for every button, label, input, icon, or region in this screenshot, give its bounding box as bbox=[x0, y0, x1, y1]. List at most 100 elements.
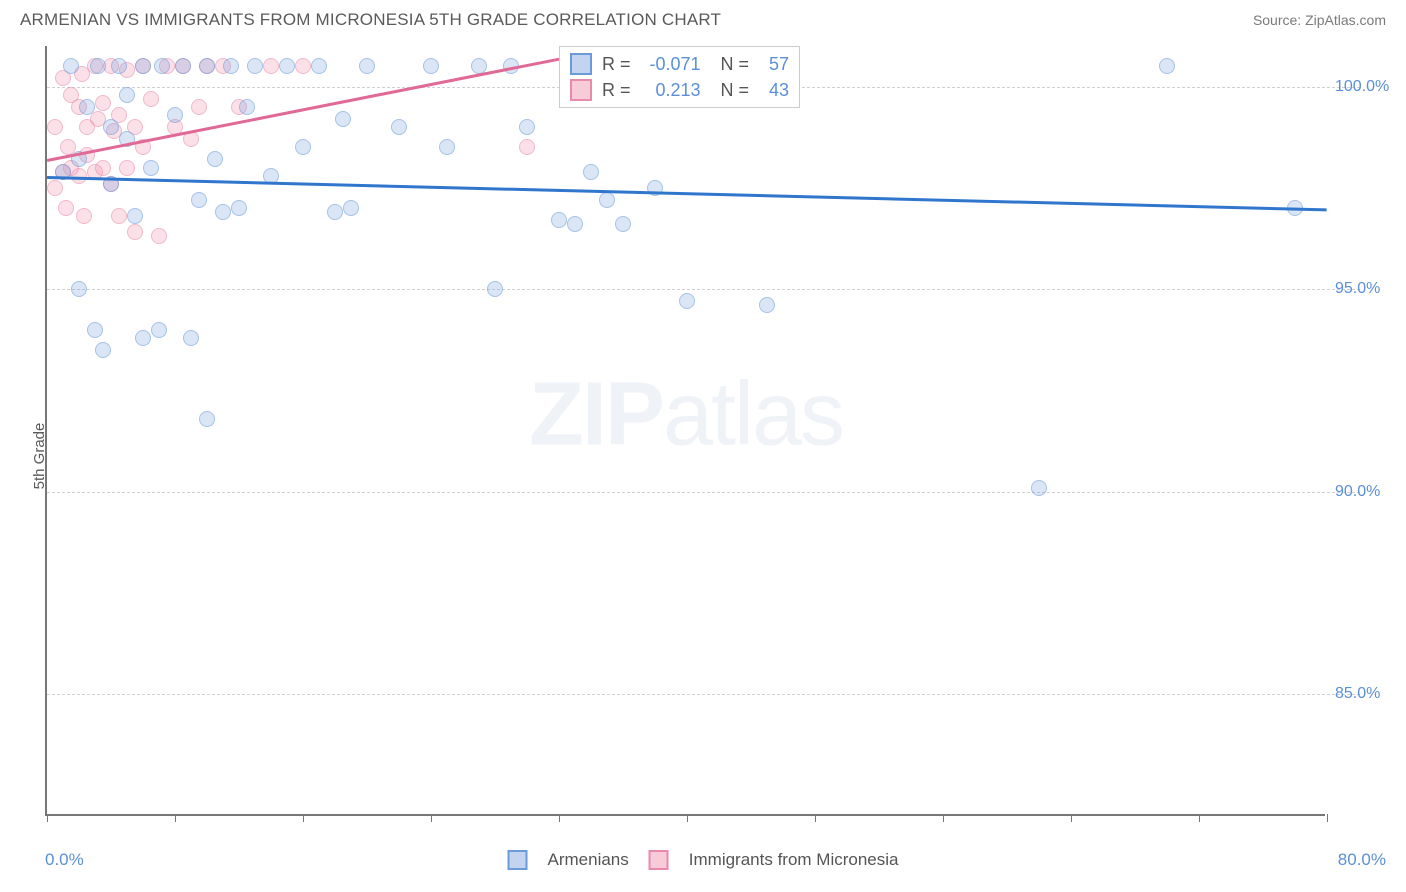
source-label: Source: ZipAtlas.com bbox=[1253, 12, 1386, 28]
data-point bbox=[231, 200, 247, 216]
y-tick-label: 90.0% bbox=[1335, 483, 1405, 501]
gridline bbox=[47, 694, 1360, 695]
y-tick-label: 85.0% bbox=[1335, 685, 1405, 703]
x-tick bbox=[1327, 814, 1328, 822]
data-point bbox=[167, 107, 183, 123]
data-point bbox=[519, 139, 535, 155]
n-label: N = bbox=[711, 80, 750, 101]
data-point bbox=[154, 58, 170, 74]
x-tick bbox=[943, 814, 944, 822]
data-point bbox=[1031, 480, 1047, 496]
x-tick bbox=[47, 814, 48, 822]
x-tick bbox=[815, 814, 816, 822]
n-label: N = bbox=[711, 54, 750, 75]
data-point bbox=[71, 281, 87, 297]
chart-container: 5th Grade ZIPatlas 85.0%90.0%95.0%100.0%… bbox=[0, 36, 1406, 876]
data-point bbox=[1159, 58, 1175, 74]
legend-bottom: Armenians Immigrants from Micronesia bbox=[508, 850, 899, 870]
x-tick bbox=[1071, 814, 1072, 822]
data-point bbox=[679, 293, 695, 309]
gridline bbox=[47, 492, 1360, 493]
data-point bbox=[335, 111, 351, 127]
legend-swatch bbox=[570, 79, 592, 101]
data-point bbox=[119, 87, 135, 103]
n-value: 43 bbox=[759, 80, 789, 101]
data-point bbox=[215, 204, 231, 220]
legend-label: Immigrants from Micronesia bbox=[689, 850, 899, 870]
data-point bbox=[90, 58, 106, 74]
data-point bbox=[423, 58, 439, 74]
legend-swatch bbox=[570, 53, 592, 75]
data-point bbox=[207, 151, 223, 167]
correlation-legend: R =-0.071 N =57R =0.213 N =43 bbox=[559, 46, 800, 108]
watermark: ZIPatlas bbox=[529, 363, 843, 466]
data-point bbox=[127, 224, 143, 240]
data-point bbox=[327, 204, 343, 220]
data-point bbox=[343, 200, 359, 216]
data-point bbox=[143, 160, 159, 176]
data-point bbox=[58, 200, 74, 216]
data-point bbox=[263, 58, 279, 74]
data-point bbox=[247, 58, 263, 74]
data-point bbox=[79, 99, 95, 115]
data-point bbox=[615, 216, 631, 232]
data-point bbox=[111, 208, 127, 224]
data-point bbox=[175, 58, 191, 74]
plot-area: ZIPatlas 85.0%90.0%95.0%100.0%R =-0.071 … bbox=[45, 46, 1325, 816]
data-point bbox=[127, 208, 143, 224]
data-point bbox=[279, 58, 295, 74]
x-tick bbox=[175, 814, 176, 822]
data-point bbox=[103, 119, 119, 135]
data-point bbox=[519, 119, 535, 135]
x-tick bbox=[303, 814, 304, 822]
data-point bbox=[87, 322, 103, 338]
legend-label: Armenians bbox=[548, 850, 629, 870]
data-point bbox=[551, 212, 567, 228]
data-point bbox=[95, 95, 111, 111]
data-point bbox=[47, 119, 63, 135]
y-tick-label: 100.0% bbox=[1335, 78, 1405, 96]
data-point bbox=[143, 91, 159, 107]
data-point bbox=[191, 99, 207, 115]
data-point bbox=[199, 411, 215, 427]
data-point bbox=[239, 99, 255, 115]
data-point bbox=[439, 139, 455, 155]
r-value: -0.071 bbox=[641, 54, 701, 75]
data-point bbox=[191, 192, 207, 208]
data-point bbox=[223, 58, 239, 74]
data-point bbox=[359, 58, 375, 74]
r-value: 0.213 bbox=[641, 80, 701, 101]
data-point bbox=[295, 58, 311, 74]
data-point bbox=[759, 297, 775, 313]
r-label: R = bbox=[602, 54, 631, 75]
y-tick-label: 95.0% bbox=[1335, 280, 1405, 298]
data-point bbox=[199, 58, 215, 74]
x-tick bbox=[559, 814, 560, 822]
data-point bbox=[47, 180, 63, 196]
data-point bbox=[183, 330, 199, 346]
data-point bbox=[151, 228, 167, 244]
chart-title: ARMENIAN VS IMMIGRANTS FROM MICRONESIA 5… bbox=[20, 10, 721, 30]
data-point bbox=[63, 58, 79, 74]
data-point bbox=[111, 58, 127, 74]
x-max-label: 80.0% bbox=[1338, 850, 1386, 870]
data-point bbox=[135, 330, 151, 346]
data-point bbox=[135, 58, 151, 74]
data-point bbox=[119, 160, 135, 176]
data-point bbox=[391, 119, 407, 135]
data-point bbox=[487, 281, 503, 297]
data-point bbox=[76, 208, 92, 224]
data-point bbox=[95, 160, 111, 176]
data-point bbox=[583, 164, 599, 180]
legend-swatch bbox=[508, 850, 528, 870]
n-value: 57 bbox=[759, 54, 789, 75]
gridline bbox=[47, 289, 1360, 290]
data-point bbox=[95, 342, 111, 358]
data-point bbox=[311, 58, 327, 74]
data-point bbox=[567, 216, 583, 232]
x-min-label: 0.0% bbox=[45, 850, 84, 870]
data-point bbox=[151, 322, 167, 338]
x-tick bbox=[687, 814, 688, 822]
x-tick bbox=[431, 814, 432, 822]
data-point bbox=[295, 139, 311, 155]
